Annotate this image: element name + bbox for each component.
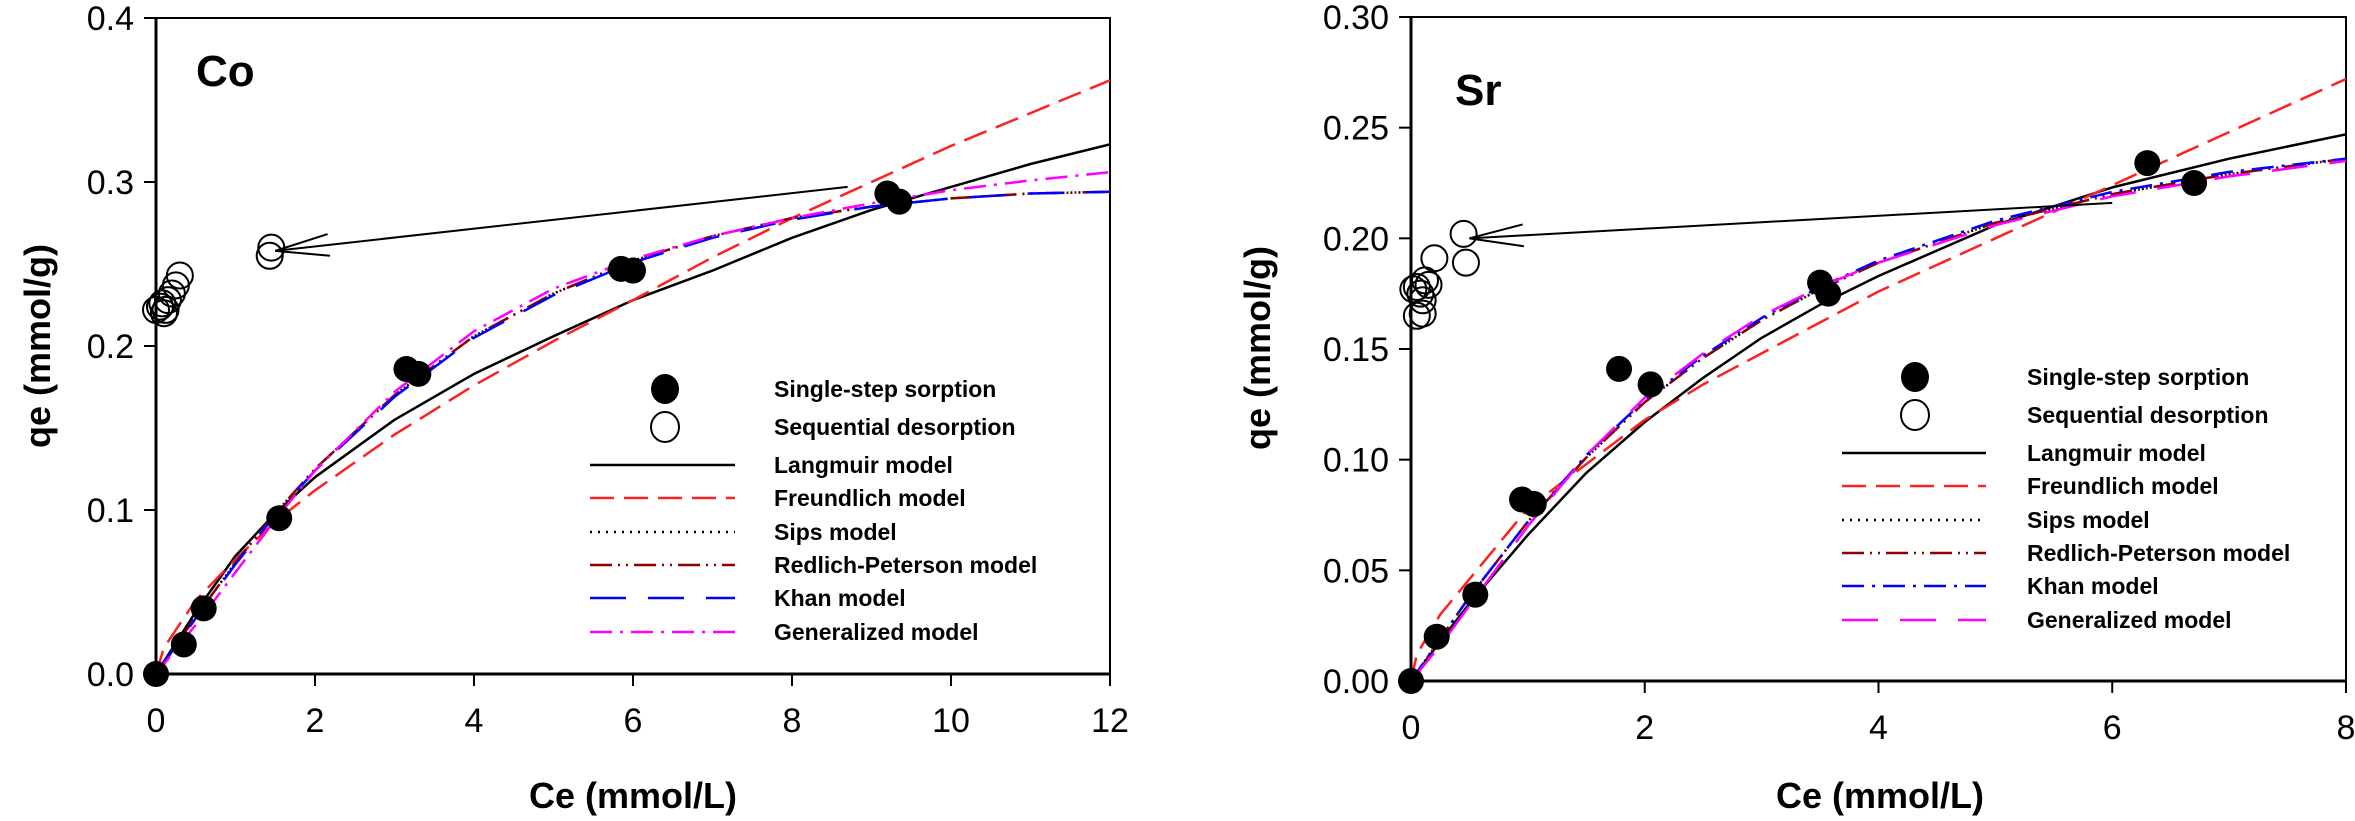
desorption-point bbox=[148, 289, 177, 318]
series-line-langmuir-model bbox=[156, 143, 1110, 674]
arrow-line bbox=[1469, 201, 2113, 240]
sorption-point bbox=[620, 257, 646, 284]
x-tick-label: 6 bbox=[624, 702, 643, 740]
x-tick-label: 12 bbox=[1091, 702, 1129, 740]
y-tick-label: 0.2 bbox=[87, 328, 134, 366]
x-tick-label: 2 bbox=[1635, 709, 1654, 747]
series-line-generalized-model bbox=[156, 170, 1110, 674]
series-line-khan-model bbox=[156, 190, 1110, 674]
desorption-point bbox=[1408, 299, 1437, 328]
x-tick-label: 6 bbox=[2103, 709, 2122, 747]
legend-label: Langmuir model bbox=[2027, 440, 2206, 466]
legend-marker-filled bbox=[651, 374, 679, 404]
legend-label: Sequential desorption bbox=[774, 414, 1016, 440]
desorption-point bbox=[1451, 248, 1480, 277]
panel-label: Sr bbox=[1455, 66, 1501, 115]
panel-label: Co bbox=[196, 47, 255, 96]
x-tick-label: 0 bbox=[1402, 709, 1421, 747]
desorption-point bbox=[1414, 270, 1443, 299]
y-tick-label: 0.05 bbox=[1323, 552, 1389, 590]
series-line-sips-model bbox=[1411, 157, 2346, 681]
y-tick-label: 0.20 bbox=[1323, 220, 1389, 258]
legend-marker-open bbox=[650, 411, 680, 443]
y-tick-label: 0.25 bbox=[1323, 110, 1389, 148]
x-tick-label: 2 bbox=[306, 702, 325, 740]
y-tick-label: 0.10 bbox=[1323, 442, 1389, 480]
sorption-point bbox=[1520, 490, 1547, 517]
sorption-point bbox=[1815, 280, 1842, 307]
legend-label: Redlich-Peterson model bbox=[2027, 540, 2290, 566]
x-axis-title: Ce (mmol/L) bbox=[529, 775, 737, 816]
plot-frame bbox=[1410, 16, 2347, 682]
y-tick-label: 0.1 bbox=[87, 492, 134, 530]
x-tick-label: 4 bbox=[465, 702, 484, 740]
legend-label: Khan model bbox=[774, 585, 906, 611]
legend-label: Generalized model bbox=[774, 619, 979, 645]
series-line-khan-model bbox=[1411, 157, 2346, 681]
sorption-point bbox=[1637, 371, 1664, 398]
desorption-point bbox=[153, 286, 182, 315]
y-tick-label: 0.30 bbox=[1323, 0, 1389, 37]
desorption-point bbox=[165, 261, 194, 290]
sorption-point bbox=[2134, 150, 2161, 177]
legend-label: Sips model bbox=[2027, 507, 2150, 533]
desorption-point bbox=[1399, 275, 1428, 304]
sorption-point bbox=[190, 595, 217, 622]
legend-marker-open bbox=[1900, 399, 1930, 431]
series-line-generalized-model bbox=[1411, 159, 2346, 681]
arrow-head bbox=[274, 233, 331, 257]
y-axis-title: qe (mmol/g) bbox=[17, 244, 58, 448]
desorption-point bbox=[149, 299, 178, 328]
sorption-point bbox=[1606, 355, 1633, 382]
sorption-point bbox=[1462, 581, 1489, 608]
sorption-point bbox=[266, 505, 293, 532]
x-axis-title: Ce (mmol/L) bbox=[1776, 775, 1984, 816]
y-tick-label: 0.15 bbox=[1323, 331, 1389, 369]
legend-label: Single-step sorption bbox=[774, 376, 996, 402]
legend-label: Freundlich model bbox=[2027, 473, 2219, 499]
sorption-point bbox=[1423, 623, 1450, 650]
x-tick-label: 10 bbox=[932, 702, 970, 740]
y-tick-label: 0.0 bbox=[87, 656, 134, 694]
legend: Single-step sorption Sequential desorptio… bbox=[590, 374, 1037, 645]
legend-label: Single-step sorption bbox=[2027, 364, 2249, 390]
desorption-point bbox=[1449, 219, 1478, 248]
legend-label: Langmuir model bbox=[774, 452, 953, 478]
sorption-point bbox=[886, 188, 913, 215]
series-line-freundlich-model bbox=[156, 79, 1110, 674]
sorption-point bbox=[2181, 170, 2208, 196]
x-tick-label: 8 bbox=[2337, 709, 2355, 747]
desorption-point bbox=[255, 241, 284, 270]
desorption-point bbox=[151, 295, 180, 324]
sorption-point bbox=[170, 631, 197, 658]
x-tick-label: 8 bbox=[783, 702, 802, 740]
sorption-point bbox=[1398, 668, 1424, 694]
desorption-point bbox=[1402, 273, 1431, 302]
sr-panel: Sr Ce (mmol/L) qe (mmol/g) 0 2 4 6 8 0.00 0.05… bbox=[1237, 0, 2355, 816]
sorption-point bbox=[143, 661, 169, 687]
arrow-head bbox=[1469, 223, 1525, 248]
y-tick-label: 0.4 bbox=[87, 0, 134, 38]
legend-label: Redlich-Peterson model bbox=[774, 552, 1037, 578]
legend-label: Sequential desorption bbox=[2027, 402, 2269, 428]
legend-label: Freundlich model bbox=[774, 485, 966, 511]
y-tick-label: 0.00 bbox=[1323, 663, 1389, 701]
co-panel: Co Ce (mmol/L) qe (mmol/g) 0 2 4 6 8 10 12 0.0 0… bbox=[17, 0, 1129, 816]
y-axis-title: qe (mmol/g) bbox=[1237, 246, 1278, 450]
legend: Single-step sorption Sequential desorptio… bbox=[1842, 362, 2290, 633]
legend-label: Khan model bbox=[2027, 573, 2159, 599]
legend-label: Generalized model bbox=[2027, 607, 2232, 633]
desorption-point bbox=[1408, 286, 1437, 315]
x-tick-label: 4 bbox=[1869, 709, 1888, 747]
legend-marker-filled bbox=[1901, 362, 1929, 392]
arrow-line bbox=[275, 185, 848, 252]
legend-label: Sips model bbox=[774, 519, 897, 545]
y-tick-label: 0.3 bbox=[87, 164, 134, 202]
x-tick-label: 0 bbox=[147, 702, 166, 740]
sorption-point bbox=[405, 360, 432, 387]
